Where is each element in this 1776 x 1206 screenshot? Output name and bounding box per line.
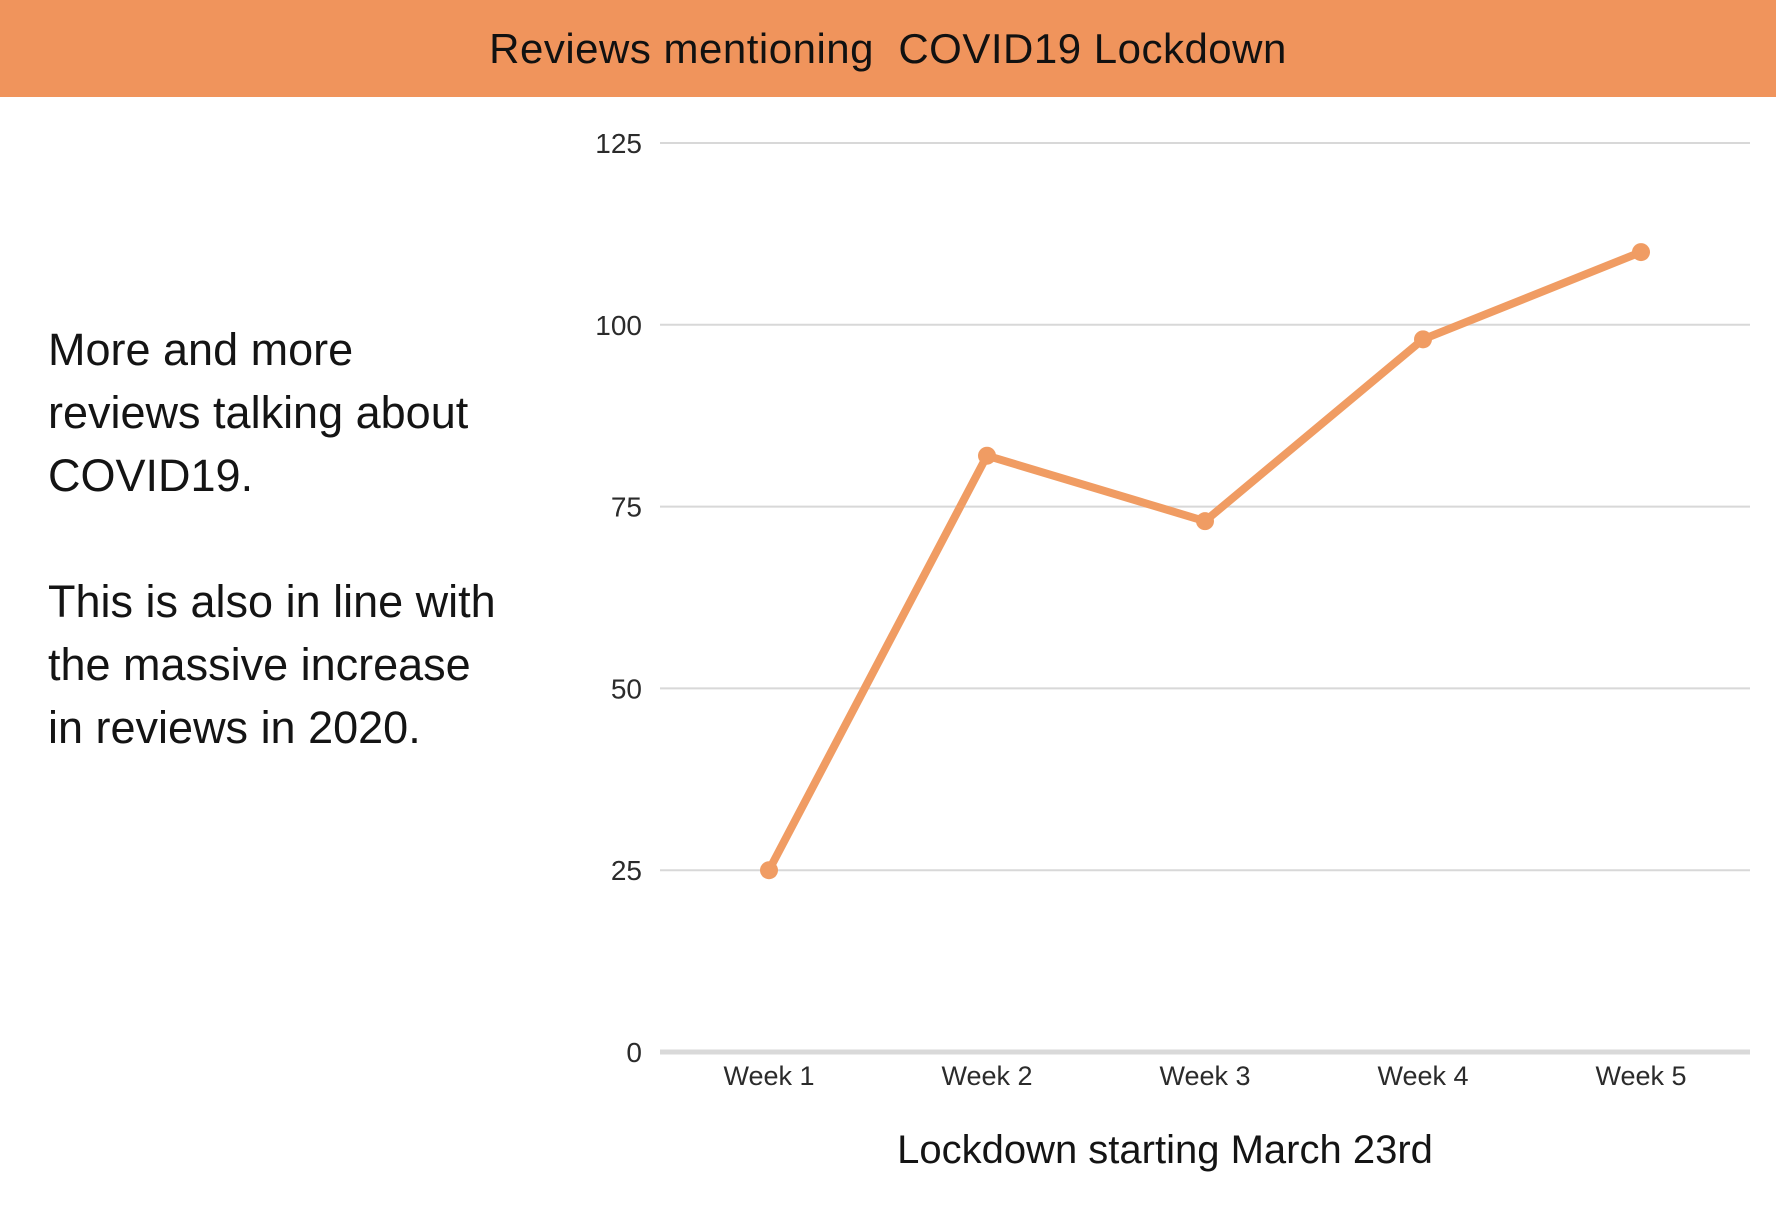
- data-point-week-3: [1196, 512, 1214, 531]
- data-point-week-2: [978, 446, 996, 465]
- data-point-week-5: [1632, 243, 1650, 262]
- commentary-paragraph-2: This is also in line with the massive in…: [48, 576, 496, 753]
- line-chart: 0 25 50 75 100 125 Week 1 Week 2 Week 3 Week 4 Wee…: [580, 110, 1750, 1173]
- x-tick-label: Week 5: [1595, 1061, 1686, 1091]
- header-banner: Reviews mentioning COVID19 Lockdown: [0, 0, 1776, 97]
- commentary-block: More and more reviews talking about COVI…: [48, 318, 496, 759]
- x-tick-label: Week 1: [723, 1061, 814, 1091]
- y-tick-label: 25: [611, 855, 642, 886]
- x-tick-label: Week 2: [941, 1061, 1032, 1091]
- chart-canvas: 0 25 50 75 100 125 Week 1 Week 2 Week 3 Week 4 Wee…: [595, 128, 1750, 1091]
- page-title: Reviews mentioning COVID19 Lockdown: [489, 24, 1287, 72]
- data-point-week-1: [760, 861, 778, 880]
- y-tick-label: 50: [611, 673, 642, 704]
- x-tick-label: Week 3: [1159, 1061, 1250, 1091]
- trend-line: [765, 248, 1645, 875]
- x-tick-label: Week 4: [1377, 1061, 1468, 1091]
- x-axis-title: Lockdown starting March 23rd: [897, 1128, 1433, 1172]
- y-tick-label: 100: [595, 310, 642, 341]
- commentary-paragraph-1: More and more reviews talking about COVI…: [48, 324, 469, 501]
- y-tick-label: 0: [626, 1037, 642, 1068]
- y-tick-label: 75: [611, 492, 642, 523]
- y-tick-label: 125: [595, 128, 642, 159]
- data-point-week-4: [1414, 330, 1432, 349]
